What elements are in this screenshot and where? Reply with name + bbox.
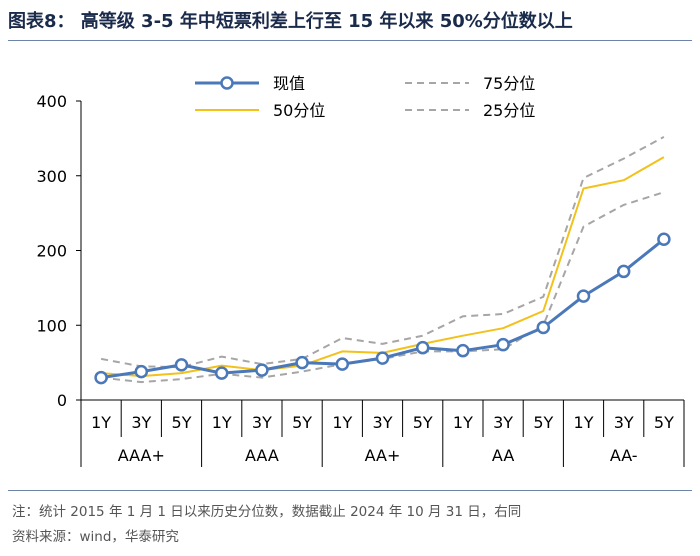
source-note: 资料来源：wind，华泰研究: [12, 525, 179, 545]
x-group-label: AA-: [610, 446, 638, 465]
x-term-label: 3Y: [373, 413, 393, 432]
x-term-label: 1Y: [574, 413, 594, 432]
chart-title: 图表8： 高等级 3-5 年中短票利差上行至 15 年以来 50%分位数以上: [8, 7, 573, 33]
data-point-current: [377, 353, 388, 364]
series-line-1: [101, 137, 664, 367]
y-tick-label: 400: [36, 92, 67, 111]
data-point-current: [578, 291, 589, 302]
data-point-current: [256, 365, 267, 376]
data-point-current: [216, 368, 227, 379]
footnote-divider: [8, 490, 692, 491]
data-point-current: [297, 357, 308, 368]
data-point-current: [658, 234, 669, 245]
title-divider: [8, 40, 692, 41]
data-point-current: [538, 322, 549, 333]
y-tick-label: 100: [36, 316, 67, 335]
x-term-label: 1Y: [332, 413, 352, 432]
x-term-label: 5Y: [292, 413, 312, 432]
legend-label: 50分位: [273, 101, 325, 120]
x-term-label: 3Y: [252, 413, 272, 432]
x-term-label: 1Y: [91, 413, 111, 432]
data-point-current: [96, 372, 107, 383]
x-term-label: 3Y: [131, 413, 151, 432]
y-tick-label: 300: [36, 167, 67, 186]
data-point-current: [457, 345, 468, 356]
x-group-label: AAA: [245, 446, 279, 465]
data-point-current: [176, 359, 187, 370]
legend-label: 25分位: [483, 101, 535, 120]
legend-label: 现值: [273, 74, 305, 93]
x-term-label: 1Y: [453, 413, 473, 432]
data-point-current: [618, 266, 629, 277]
data-point-current: [498, 339, 509, 350]
x-term-label: 5Y: [172, 413, 192, 432]
data-point-current: [337, 359, 348, 370]
legend-marker: [222, 78, 233, 89]
data-point-current: [417, 342, 428, 353]
footnote: 注：统计 2015 年 1 月 1 日以来历史分位数，数据截止 2024 年 1…: [12, 500, 521, 520]
line-chart: 0 100 200 300 400 1Y 3Y 5Y 1Y 3Y 5Y 1Y 3Y 5Y 1Y 3Y 5Y 1Y 3…: [0, 44, 700, 484]
y-tick-label: 0: [57, 391, 67, 410]
x-term-label: 1Y: [212, 413, 232, 432]
x-group-label: AA: [492, 446, 514, 465]
x-term-label: 5Y: [533, 413, 553, 432]
x-term-label: 3Y: [493, 413, 513, 432]
x-group-label: AAA+: [118, 446, 165, 465]
y-tick-label: 200: [36, 242, 67, 261]
data-point-current: [136, 366, 147, 377]
x-term-label: 3Y: [614, 413, 634, 432]
x-term-label: 5Y: [413, 413, 433, 432]
x-term-label: 5Y: [654, 413, 674, 432]
x-group-label: AA+: [365, 446, 401, 465]
legend-label: 75分位: [483, 74, 535, 93]
